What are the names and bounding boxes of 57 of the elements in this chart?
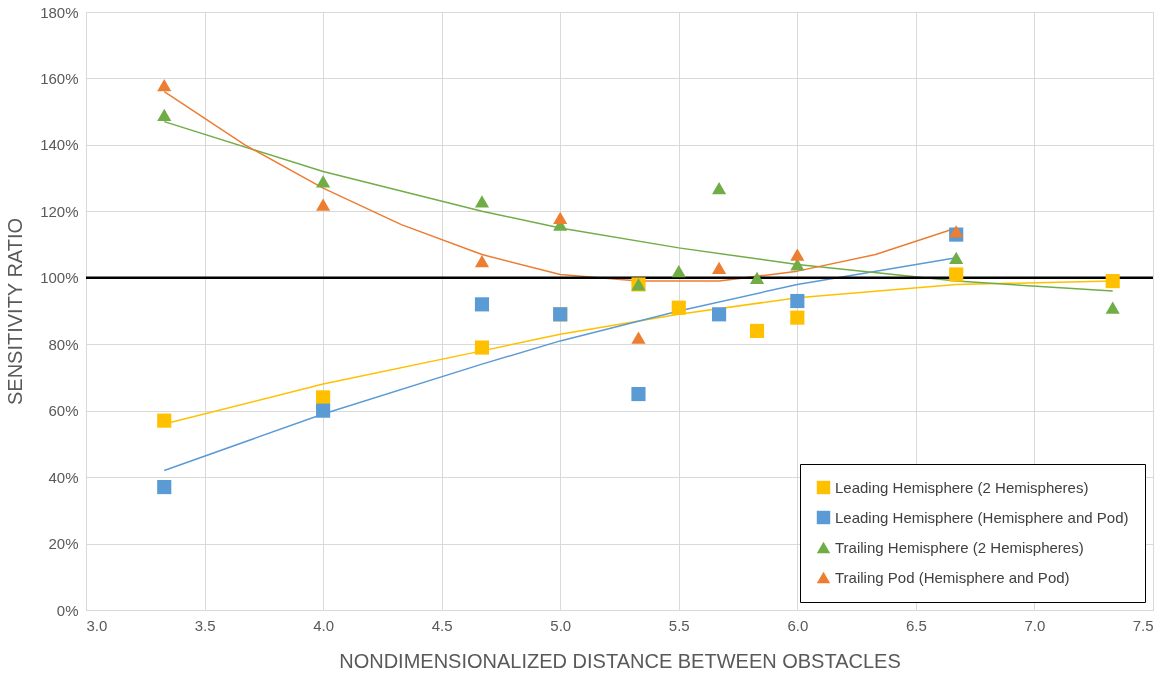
- y-tick-label: 180%: [40, 3, 79, 21]
- x-tick-label: 4.5: [431, 616, 453, 634]
- point: [790, 258, 805, 271]
- y-tick-label: 160%: [40, 69, 79, 87]
- x-tick-label: 7.5: [1132, 616, 1154, 634]
- x-tick-label: 5.0: [550, 616, 572, 634]
- y-tick-label: 100%: [40, 269, 79, 287]
- point: [157, 108, 172, 122]
- y-tick-label: 60%: [48, 402, 79, 420]
- point: [553, 211, 568, 225]
- x-axis-title: NONDIMENSIONALIZED DISTANCE BETWEEN OBSTACLES: [339, 649, 901, 672]
- point: [316, 198, 331, 211]
- x-tick-label: 3.0: [86, 616, 108, 634]
- point: [157, 480, 172, 495]
- point: [712, 261, 727, 274]
- x-tick-label: 6.5: [905, 616, 927, 634]
- point: [474, 255, 490, 268]
- point: [949, 267, 964, 282]
- y-tick-label: 80%: [48, 335, 79, 353]
- point: [157, 413, 172, 428]
- point: [949, 225, 964, 238]
- x-tick-label: 6.0: [787, 616, 809, 634]
- point: [157, 78, 172, 92]
- point: [631, 331, 646, 344]
- point: [671, 300, 686, 315]
- x-tick-label: 4.0: [313, 616, 335, 634]
- y-tick-label: 40%: [48, 468, 79, 486]
- point: [1105, 274, 1120, 289]
- y-tick-label: 0%: [56, 601, 79, 619]
- point: [790, 293, 805, 309]
- point: [712, 181, 727, 195]
- y-tick-label: 120%: [40, 202, 79, 220]
- legend-label: Leading Hemisphere (Hemisphere and Pod): [835, 508, 1129, 526]
- x-tick-label: 3.5: [194, 616, 216, 634]
- y-tick-label: 140%: [40, 136, 79, 154]
- point: [949, 251, 964, 264]
- y-tick-label: 20%: [48, 535, 79, 553]
- y-axis-title: SENSITIVITY RATIO: [4, 217, 27, 406]
- x-tick-label: 5.5: [668, 616, 690, 634]
- point: [631, 386, 646, 402]
- point: [1105, 301, 1120, 314]
- point: [749, 323, 765, 338]
- point: [316, 403, 331, 418]
- point: [474, 195, 490, 208]
- legend-label: Trailing Hemisphere (2 Hemispheres): [835, 538, 1084, 556]
- legend-label: Leading Hemisphere (2 Hemispheres): [835, 478, 1089, 496]
- x-tick-label: 7.0: [1024, 616, 1046, 634]
- point: [671, 265, 686, 278]
- point: [712, 307, 727, 322]
- point: [474, 297, 490, 312]
- point: [316, 175, 331, 188]
- point: [474, 340, 490, 355]
- legend-label: Trailing Pod (Hemisphere and Pod): [835, 568, 1070, 586]
- point: [790, 310, 805, 325]
- point: [316, 390, 331, 405]
- point: [749, 271, 765, 284]
- point: [790, 248, 805, 261]
